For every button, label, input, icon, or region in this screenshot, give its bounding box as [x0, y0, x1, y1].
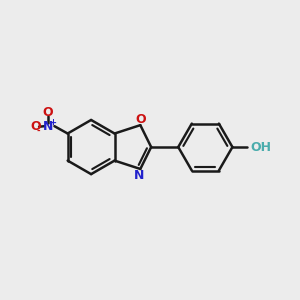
- Text: OH: OH: [250, 141, 271, 154]
- Text: -: -: [36, 126, 40, 135]
- Text: N: N: [134, 169, 144, 182]
- Text: N: N: [43, 120, 53, 133]
- Text: O: O: [135, 113, 146, 126]
- Text: O: O: [30, 120, 40, 133]
- Text: O: O: [43, 106, 53, 119]
- Text: +: +: [49, 118, 56, 127]
